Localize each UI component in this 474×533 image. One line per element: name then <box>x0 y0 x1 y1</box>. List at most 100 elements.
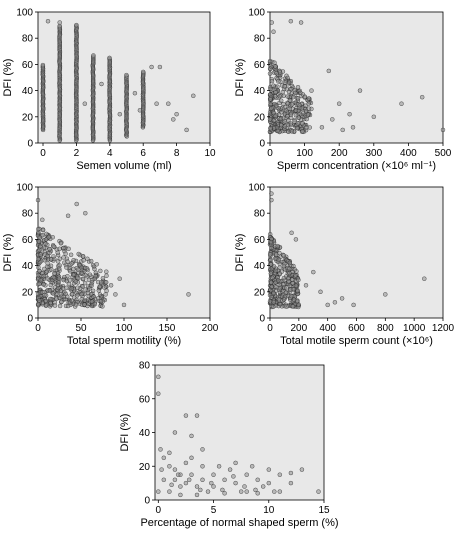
data-point <box>161 477 167 483</box>
data-point <box>37 281 42 287</box>
x-tick-label: 6 <box>140 148 146 159</box>
data-point <box>97 284 102 290</box>
x-tick-label: 5 <box>211 505 217 516</box>
x-tick-label: 10 <box>263 505 275 516</box>
data-point <box>57 20 62 25</box>
data-point <box>44 231 49 237</box>
data-point <box>137 108 143 113</box>
y-tick-label: 80 <box>254 34 266 45</box>
data-point <box>104 269 109 274</box>
data-point <box>282 84 287 89</box>
data-point <box>227 467 233 472</box>
data-point <box>277 472 283 477</box>
data-point <box>35 291 41 297</box>
data-point <box>93 273 98 279</box>
y-tick-label: 60 <box>22 235 34 246</box>
data-point <box>99 81 104 87</box>
data-point <box>40 217 45 223</box>
data-point <box>191 93 196 99</box>
data-point <box>57 303 63 309</box>
data-point <box>291 263 296 269</box>
data-point <box>49 267 54 272</box>
data-point <box>286 89 292 95</box>
data-point <box>158 447 163 452</box>
data-point <box>350 125 356 130</box>
data-point <box>35 197 41 203</box>
data-point <box>276 257 282 263</box>
data-points <box>267 191 427 310</box>
y-axis-label: DFI (%) <box>234 234 246 272</box>
data-point <box>107 55 112 61</box>
data-point <box>73 279 79 284</box>
data-point <box>149 64 154 70</box>
data-point <box>273 64 278 69</box>
data-point <box>244 489 249 494</box>
data-points <box>40 18 196 143</box>
data-point <box>71 266 76 272</box>
y-tick-label: 0 <box>259 314 265 325</box>
data-point <box>288 480 294 486</box>
data-point <box>69 291 75 297</box>
data-point <box>282 104 288 110</box>
data-point <box>273 103 279 109</box>
data-point <box>268 97 273 102</box>
data-point <box>281 253 286 258</box>
data-point <box>273 268 278 274</box>
data-point <box>184 127 189 133</box>
data-point <box>278 98 284 103</box>
data-point <box>277 93 283 99</box>
data-point <box>69 261 74 266</box>
data-point <box>286 80 292 85</box>
data-points <box>35 197 191 309</box>
data-point <box>340 127 345 133</box>
data-point <box>293 273 298 278</box>
data-point <box>171 117 176 122</box>
data-point <box>319 125 325 130</box>
y-tick-label: 0 <box>27 314 33 325</box>
data-point <box>295 96 301 101</box>
data-point <box>233 460 238 466</box>
data-point <box>178 484 183 489</box>
data-point <box>357 88 363 93</box>
data-point <box>281 297 287 302</box>
data-point <box>64 265 69 270</box>
data-point <box>156 374 161 380</box>
data-point <box>104 288 109 294</box>
data-point <box>371 114 377 120</box>
data-point <box>268 271 274 276</box>
y-tick-label: 100 <box>248 183 265 194</box>
y-tick-label: 20 <box>254 112 266 123</box>
data-point <box>104 273 109 278</box>
data-point <box>52 303 58 308</box>
data-point <box>157 64 163 70</box>
data-point <box>63 251 68 256</box>
data-point <box>82 298 87 303</box>
data-point <box>82 101 88 106</box>
y-axis-label: DFI (%) <box>119 414 131 452</box>
data-point <box>231 474 236 479</box>
data-point <box>186 477 192 483</box>
data-point <box>46 235 51 240</box>
x-tick-label: 200 <box>202 323 219 334</box>
data-point <box>82 280 88 286</box>
data-point <box>161 455 167 461</box>
data-point <box>81 258 86 263</box>
data-point <box>293 237 299 242</box>
data-point <box>189 472 194 477</box>
data-point <box>40 62 46 68</box>
data-point <box>293 112 299 118</box>
data-point <box>38 252 43 257</box>
y-tick-label: 40 <box>22 86 34 97</box>
data-point <box>276 79 281 84</box>
data-point <box>271 29 276 34</box>
data-point <box>92 301 98 307</box>
data-point <box>154 101 159 106</box>
data-point <box>124 72 129 78</box>
data-point <box>41 282 46 287</box>
data-point <box>166 101 171 106</box>
y-tick-label: 60 <box>139 394 151 405</box>
data-point <box>159 467 164 472</box>
data-point <box>268 280 274 285</box>
